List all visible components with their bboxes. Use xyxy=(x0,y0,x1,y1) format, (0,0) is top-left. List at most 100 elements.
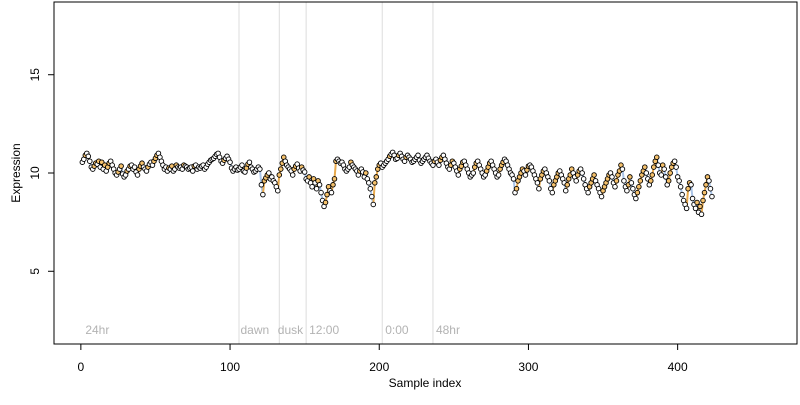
data-point xyxy=(415,152,421,159)
connecting-segments xyxy=(82,151,713,215)
data-point xyxy=(455,172,462,178)
data-point xyxy=(258,182,265,188)
annotation-label: 0:00 xyxy=(385,323,409,337)
x-axis: 0 100 200 300 400 xyxy=(78,343,688,374)
data-point xyxy=(633,195,639,202)
data-point xyxy=(673,164,679,170)
data-point xyxy=(683,205,690,212)
data-point xyxy=(685,185,691,192)
data-point xyxy=(324,191,330,198)
data-point xyxy=(648,178,654,184)
annotations: 24hr dawn dusk 12:00 0:00 48hr xyxy=(85,323,460,337)
y-axis-label: Expression xyxy=(9,143,23,202)
x-axis-label: Sample index xyxy=(389,376,462,390)
data-point xyxy=(372,180,378,186)
data-point xyxy=(667,170,673,176)
x-tick-label: 300 xyxy=(518,360,538,374)
data-point xyxy=(654,154,660,161)
data-point xyxy=(366,180,372,186)
data-point xyxy=(692,205,699,212)
data-point xyxy=(642,164,648,170)
data-point xyxy=(313,185,320,192)
data-point xyxy=(328,189,335,196)
y-tick-label: 15 xyxy=(28,68,42,82)
data-point xyxy=(661,166,667,172)
data-point xyxy=(562,187,569,194)
data-point xyxy=(134,172,141,178)
data-point xyxy=(246,159,253,165)
data-point xyxy=(534,180,541,186)
data-point xyxy=(564,182,570,188)
data-point xyxy=(624,187,630,194)
data-point xyxy=(363,170,369,176)
data-point xyxy=(318,189,324,196)
data-point xyxy=(697,203,703,210)
data-point xyxy=(266,170,272,176)
data-point xyxy=(665,178,672,184)
data-point xyxy=(662,174,669,180)
data-point xyxy=(707,185,714,192)
annotation-label: 12:00 xyxy=(309,323,339,337)
data-point xyxy=(689,195,696,202)
data-point xyxy=(636,184,642,190)
data-point xyxy=(289,172,296,178)
data-point xyxy=(85,153,92,160)
data-point xyxy=(585,189,591,196)
data-point xyxy=(630,185,636,192)
data-point xyxy=(651,164,657,170)
annotation-label: dusk xyxy=(278,323,304,337)
data-point xyxy=(227,159,233,165)
data-point xyxy=(658,172,664,178)
data-point xyxy=(621,178,627,184)
data-point xyxy=(613,178,620,184)
connecting-segment xyxy=(372,182,376,205)
plot-frame xyxy=(53,1,798,345)
data-point xyxy=(655,162,661,168)
annotation-label: 24hr xyxy=(85,323,109,337)
data-point xyxy=(694,199,700,206)
data-point xyxy=(309,184,315,190)
data-point xyxy=(513,185,520,192)
data-point xyxy=(322,199,329,206)
data-point xyxy=(522,172,529,178)
data-point xyxy=(579,170,585,176)
y-tick-label: 10 xyxy=(28,166,42,180)
data-point xyxy=(709,193,715,200)
data-point xyxy=(436,162,442,168)
data-point xyxy=(609,174,615,180)
data-point xyxy=(260,191,266,198)
data-point xyxy=(688,182,694,188)
data-point xyxy=(373,174,380,180)
data-point xyxy=(190,168,196,174)
data-point xyxy=(370,201,377,208)
data-point xyxy=(316,182,323,188)
x-tick-label: 100 xyxy=(220,360,240,374)
data-point xyxy=(131,164,138,170)
data-point xyxy=(598,193,605,200)
data-point xyxy=(546,178,553,184)
annotation-label: 48hr xyxy=(436,323,460,337)
data-point xyxy=(677,184,684,190)
data-point xyxy=(510,176,517,182)
data-point xyxy=(536,185,542,192)
data-point xyxy=(549,189,556,196)
data-point xyxy=(275,187,281,194)
x-tick-label: 200 xyxy=(369,360,389,374)
data-point xyxy=(306,174,312,180)
data-point xyxy=(698,211,705,218)
data-point xyxy=(257,166,263,172)
data-point xyxy=(700,197,706,204)
y-axis: 5 10 15 xyxy=(28,68,55,275)
data-point xyxy=(676,178,682,184)
data-point xyxy=(703,182,709,188)
data-point xyxy=(239,162,245,168)
data-point xyxy=(591,172,597,178)
data-point xyxy=(619,166,626,172)
data-point xyxy=(701,189,708,196)
x-tick-label: 400 xyxy=(668,360,688,374)
data-point xyxy=(634,189,641,196)
data-point xyxy=(369,193,375,200)
data-point xyxy=(643,170,650,176)
data-point xyxy=(637,178,644,184)
data-point xyxy=(301,169,308,175)
